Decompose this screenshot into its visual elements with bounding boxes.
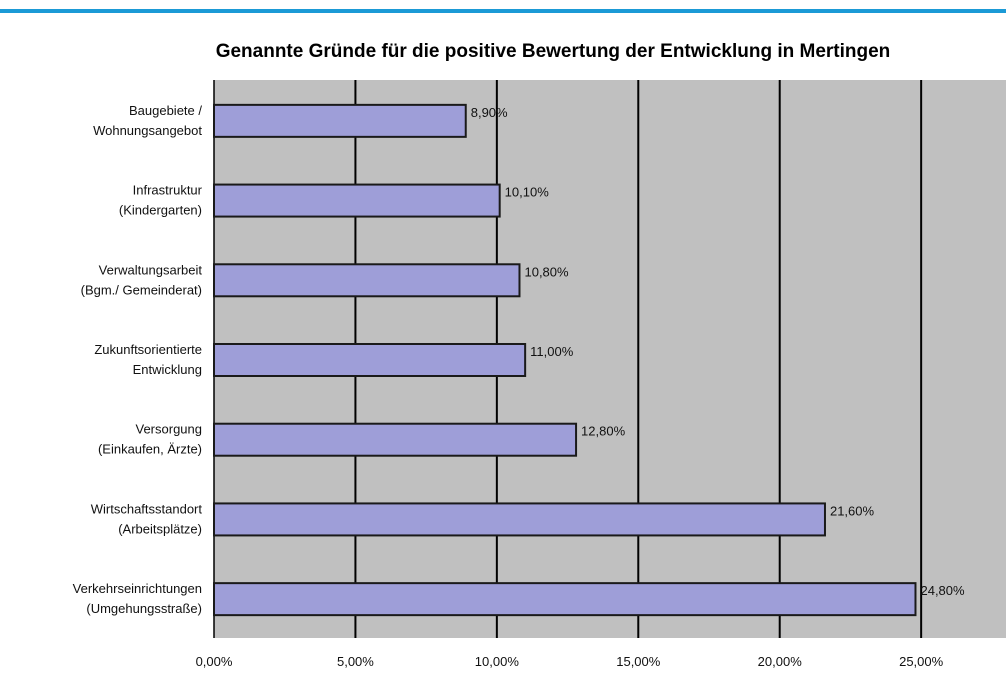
category-label-line: Verwaltungsarbeit (99, 262, 203, 277)
bar (213, 103, 467, 138)
category-label-line: Versorgung (136, 422, 203, 437)
x-tick-label: 10,00% (475, 654, 520, 669)
x-tick-label: 15,00% (616, 654, 661, 669)
data-label: 11,00% (530, 344, 574, 359)
category-label: Verkehrseinrichtungen (Umgehungsstraße) (73, 581, 202, 616)
category-label: Baugebiete / Wohnungsangebot (93, 103, 202, 138)
data-label: 10,80% (524, 264, 569, 279)
category-label-line: Entwicklung (133, 362, 202, 377)
category-label: Zukunftsorientierte Entwicklung (94, 342, 202, 377)
category-label-line: Baugebiete / (129, 103, 202, 118)
category-label-line: (Bgm./ Gemeinderat) (81, 282, 202, 297)
data-label: 10,10% (505, 185, 550, 200)
x-tick-label: 0,00% (196, 654, 233, 669)
bar (213, 343, 527, 377)
data-label: 21,60% (830, 503, 875, 518)
chart-title: Genannte Gründe für die positive Bewertu… (215, 41, 891, 62)
category-label: Versorgung (Einkaufen, Ärzte) (98, 422, 202, 457)
data-label: 12,80% (581, 424, 626, 439)
bar (213, 183, 501, 218)
bar (213, 263, 521, 298)
category-label-line: (Kindergarten) (119, 203, 202, 218)
category-label-line: Wohnungsangebot (93, 123, 202, 138)
category-label-line: (Einkaufen, Ärzte) (98, 442, 202, 457)
header-rule (0, 9, 1006, 13)
category-label: Wirtschaftsstandort (Arbeitsplätze) (91, 501, 203, 536)
data-label: 8,90% (471, 105, 508, 120)
category-label: Infrastruktur (Kindergarten) (119, 183, 203, 218)
category-label-line: Infrastruktur (133, 183, 203, 198)
category-label: Verwaltungsarbeit (Bgm./ Gemeinderat) (81, 262, 203, 297)
category-label-line: Zukunftsorientierte (94, 342, 202, 357)
bar (213, 422, 578, 457)
x-tick-label: 25,00% (899, 654, 944, 669)
category-label-line: (Umgehungsstraße) (86, 601, 202, 616)
category-label-line: (Arbeitsplätze) (118, 521, 202, 536)
category-label-line: Wirtschaftsstandort (91, 501, 203, 516)
x-tick-label: 20,00% (758, 654, 803, 669)
bar (213, 502, 826, 537)
bar (213, 582, 917, 617)
category-label-line: Verkehrseinrichtungen (73, 581, 202, 596)
data-label: 24,80% (920, 583, 965, 598)
x-tick-label: 5,00% (337, 654, 374, 669)
